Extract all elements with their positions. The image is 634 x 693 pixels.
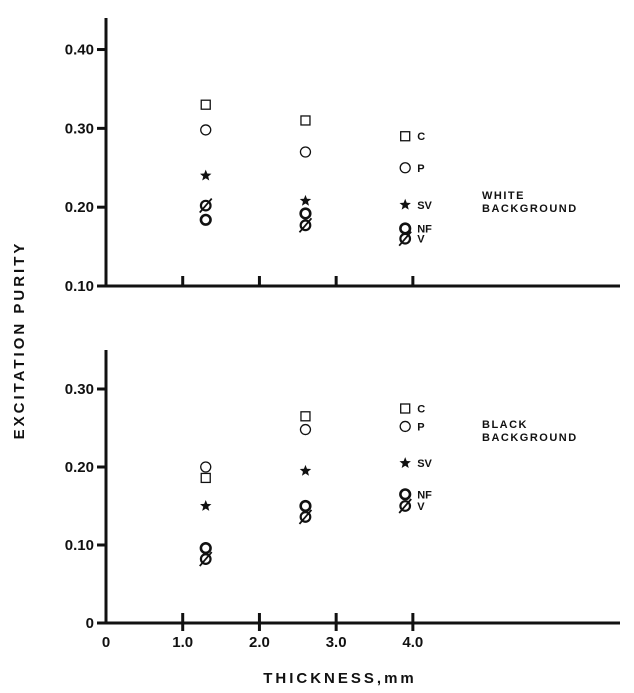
- point-white-c-0: [200, 99, 211, 110]
- point-white-v-0-slash: [199, 198, 213, 214]
- point-black-p-0: [200, 461, 212, 473]
- point-white-sv-2: [399, 198, 411, 210]
- background-label-white-0: WHITE: [482, 190, 525, 202]
- background-label-black-0: BLACK: [482, 419, 528, 431]
- y-tick-label-white-1: 0.20: [65, 199, 94, 216]
- point-black-c-0: [200, 472, 211, 484]
- point-white-p-0: [200, 124, 212, 136]
- background-label-black-1: BACKGROUND: [482, 432, 578, 444]
- x-tick-label-2: 2.0: [249, 634, 270, 651]
- series-label-black-nf: NF: [417, 489, 432, 501]
- point-black-c-1: [300, 411, 311, 422]
- x-tick-label-0: 0: [102, 634, 110, 651]
- point-black-p-2: [399, 420, 411, 433]
- series-label-white-sv: SV: [417, 200, 432, 212]
- point-black-v-2-slash: [398, 498, 412, 514]
- point-black-v-0-slash: [199, 551, 213, 567]
- point-black-sv-1: [299, 464, 312, 476]
- series-label-white-nf: NF: [417, 223, 432, 235]
- point-white-nf-0: [199, 213, 212, 226]
- point-black-v-0: [199, 551, 213, 567]
- point-white-v-1-slash: [298, 217, 313, 233]
- y-tick-label-black-1: 0.10: [65, 537, 94, 554]
- point-black-c-2: [400, 403, 411, 414]
- point-white-v-2: [398, 231, 412, 247]
- series-label-black-v: V: [417, 501, 425, 513]
- y-tick-label-black-0: 0: [86, 615, 94, 632]
- point-white-nf-2: [399, 222, 412, 235]
- series-label-white-p: P: [417, 163, 424, 175]
- point-black-nf-0: [199, 542, 212, 555]
- x-axis-title: THICKNESS,mm: [263, 670, 417, 687]
- y-tick-label-black-3: 0.30: [65, 381, 94, 398]
- point-white-v-0-ring: [199, 199, 212, 212]
- series-label-black-c: C: [417, 404, 425, 416]
- background-label-white-1: BACKGROUND: [482, 203, 578, 215]
- y-tick-label-white-3: 0.40: [65, 42, 94, 59]
- x-tick-label-1: 1.0: [172, 634, 193, 651]
- x-tick-label-4: 4.0: [402, 634, 423, 651]
- point-black-nf-2: [399, 488, 412, 501]
- point-white-v-2-slash: [398, 231, 412, 247]
- point-white-c-1: [300, 115, 311, 126]
- point-white-v-1-ring: [299, 219, 312, 232]
- point-white-sv-1: [299, 194, 312, 206]
- y-axis-title: EXCITATION PURITY: [11, 241, 28, 440]
- point-white-c-2: [400, 131, 411, 142]
- y-tick-label-white-0: 0.10: [65, 278, 94, 295]
- series-label-black-sv: SV: [417, 458, 432, 470]
- y-tick-label-black-2: 0.20: [65, 459, 94, 476]
- series-label-white-v: V: [417, 234, 425, 246]
- point-black-v-2: [398, 498, 412, 514]
- point-black-v-1: [298, 509, 313, 525]
- point-white-nf-1: [299, 207, 312, 220]
- y-tick-label-white-2: 0.30: [65, 120, 94, 137]
- point-black-p-1: [299, 423, 312, 436]
- point-black-v-0-ring: [199, 553, 212, 565]
- point-black-v-1-ring: [299, 511, 312, 523]
- point-black-sv-2: [399, 457, 411, 468]
- x-tick-label-3: 3.0: [326, 634, 347, 651]
- series-label-black-p: P: [417, 421, 424, 433]
- point-white-sv-0: [200, 169, 212, 181]
- point-black-v-1-slash: [298, 509, 313, 525]
- point-white-p-1: [299, 146, 312, 158]
- series-label-white-c: C: [417, 131, 425, 143]
- point-white-v-2-ring: [399, 232, 412, 245]
- point-black-v-2-ring: [399, 500, 412, 512]
- point-black-nf-1: [299, 499, 312, 513]
- point-black-sv-0: [200, 500, 212, 511]
- point-white-v-1: [298, 217, 313, 233]
- point-white-v-0: [199, 198, 213, 214]
- point-white-p-2: [399, 162, 411, 174]
